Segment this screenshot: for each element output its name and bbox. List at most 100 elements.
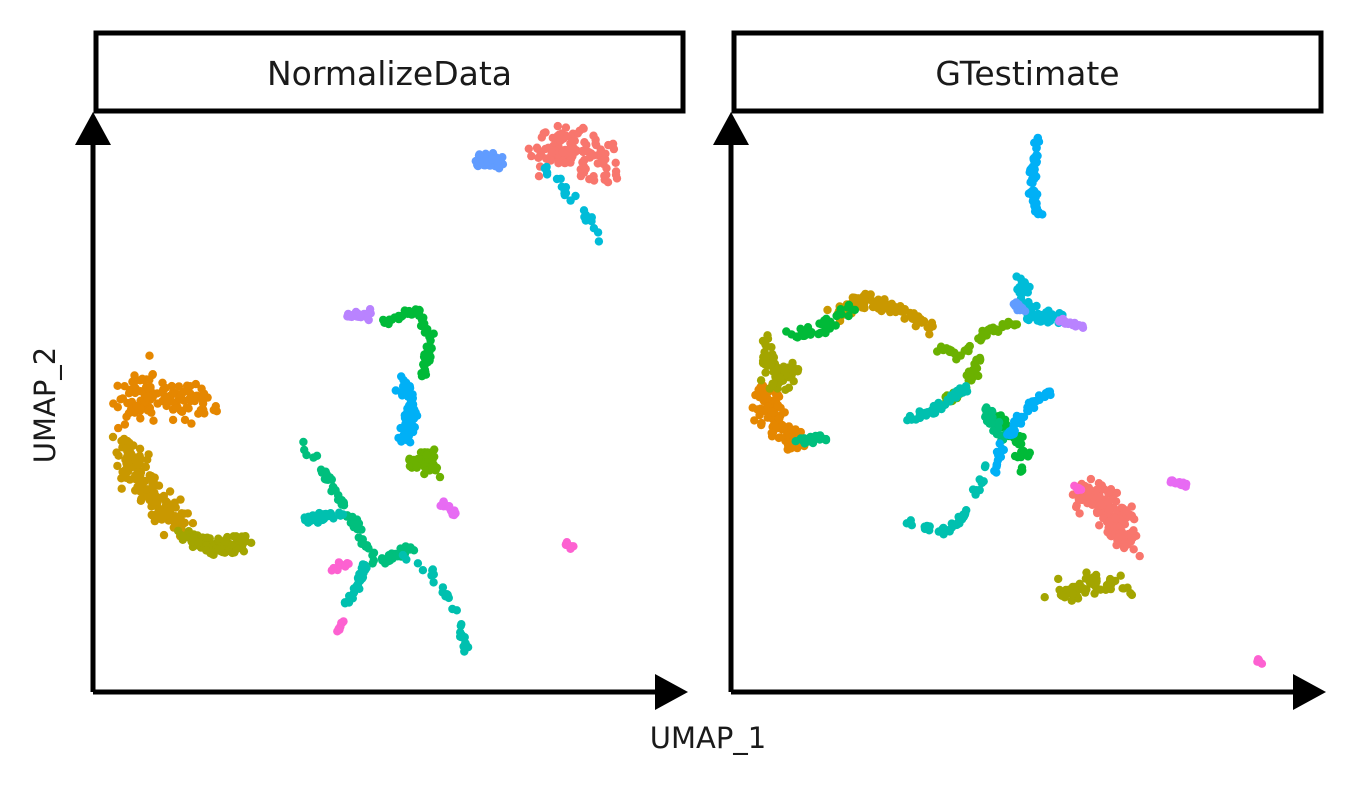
data-point xyxy=(320,474,330,484)
data-point xyxy=(168,415,178,425)
data-point xyxy=(781,385,790,394)
data-point xyxy=(999,445,1008,455)
data-point xyxy=(994,450,1003,460)
data-point xyxy=(778,420,787,430)
data-point xyxy=(142,485,151,494)
data-point xyxy=(612,174,622,183)
data-point xyxy=(194,538,203,547)
data-point xyxy=(1114,533,1123,542)
data-point xyxy=(1017,463,1027,472)
data-point xyxy=(767,407,776,416)
data-point xyxy=(994,418,1004,427)
data-point xyxy=(1016,274,1025,283)
data-point xyxy=(990,466,999,476)
data-point xyxy=(135,444,145,453)
data-point xyxy=(821,318,830,327)
data-point xyxy=(787,425,796,434)
data-point xyxy=(929,409,938,418)
cluster-points xyxy=(990,133,1055,477)
data-point xyxy=(182,403,191,412)
data-point xyxy=(1019,284,1028,293)
data-point xyxy=(423,325,432,334)
cluster-points xyxy=(436,497,460,520)
data-point xyxy=(998,320,1007,329)
data-point xyxy=(558,148,567,157)
data-point xyxy=(1010,320,1020,329)
data-point xyxy=(755,385,764,395)
data-point xyxy=(579,206,589,215)
data-point xyxy=(1005,431,1014,440)
data-point xyxy=(900,314,909,323)
data-point xyxy=(786,444,796,453)
data-point xyxy=(151,512,161,521)
data-point xyxy=(542,162,551,172)
data-point xyxy=(580,212,589,222)
data-point xyxy=(121,466,130,475)
axes-normalizedata xyxy=(75,112,688,710)
data-point xyxy=(776,373,785,382)
data-point xyxy=(305,514,314,523)
data-point xyxy=(591,139,600,148)
data-point xyxy=(157,493,166,502)
data-point xyxy=(554,159,563,168)
data-point xyxy=(571,191,580,201)
data-point xyxy=(135,406,145,416)
data-point xyxy=(1112,540,1121,550)
data-point xyxy=(579,124,588,133)
data-point xyxy=(113,381,122,390)
data-point xyxy=(1014,300,1023,309)
data-point xyxy=(580,138,589,147)
cluster-points xyxy=(1055,314,1088,332)
data-point xyxy=(114,423,123,433)
data-point xyxy=(175,394,184,403)
data-point xyxy=(988,407,997,416)
data-point xyxy=(428,464,437,473)
data-point xyxy=(773,401,783,410)
data-point xyxy=(1085,485,1094,494)
data-point xyxy=(124,409,133,418)
data-point xyxy=(756,376,766,385)
data-point xyxy=(150,488,159,497)
data-point xyxy=(202,546,211,555)
data-point xyxy=(589,151,598,160)
data-point xyxy=(398,550,408,560)
cluster-points xyxy=(299,437,419,568)
data-point xyxy=(334,625,344,635)
data-point xyxy=(760,350,770,359)
data-point xyxy=(203,533,212,542)
data-point xyxy=(1068,589,1078,599)
data-point xyxy=(753,405,762,414)
data-point xyxy=(556,174,565,183)
data-point xyxy=(1105,505,1114,514)
data-point xyxy=(763,334,773,343)
data-point xyxy=(377,554,387,563)
data-point xyxy=(137,495,146,504)
data-point xyxy=(1171,479,1180,488)
data-point xyxy=(420,365,430,375)
data-point xyxy=(247,538,256,547)
data-point xyxy=(158,514,167,524)
data-point xyxy=(141,462,150,472)
data-point xyxy=(534,153,543,162)
data-point xyxy=(349,588,359,597)
data-point xyxy=(767,343,776,352)
data-point xyxy=(336,497,346,507)
data-point xyxy=(149,416,158,425)
data-point xyxy=(769,353,779,362)
data-point xyxy=(116,395,125,404)
data-point xyxy=(782,327,791,336)
cluster-points xyxy=(405,445,445,482)
data-point xyxy=(611,158,620,167)
data-point xyxy=(585,175,594,184)
data-point xyxy=(117,436,126,446)
data-point xyxy=(1012,411,1022,421)
data-point xyxy=(158,378,167,387)
data-point xyxy=(401,308,411,317)
data-point xyxy=(847,305,857,314)
data-point xyxy=(1181,482,1190,491)
data-point xyxy=(449,509,458,518)
data-point xyxy=(344,595,354,605)
data-point xyxy=(356,310,365,320)
data-point xyxy=(146,382,155,392)
data-point xyxy=(1095,521,1104,530)
